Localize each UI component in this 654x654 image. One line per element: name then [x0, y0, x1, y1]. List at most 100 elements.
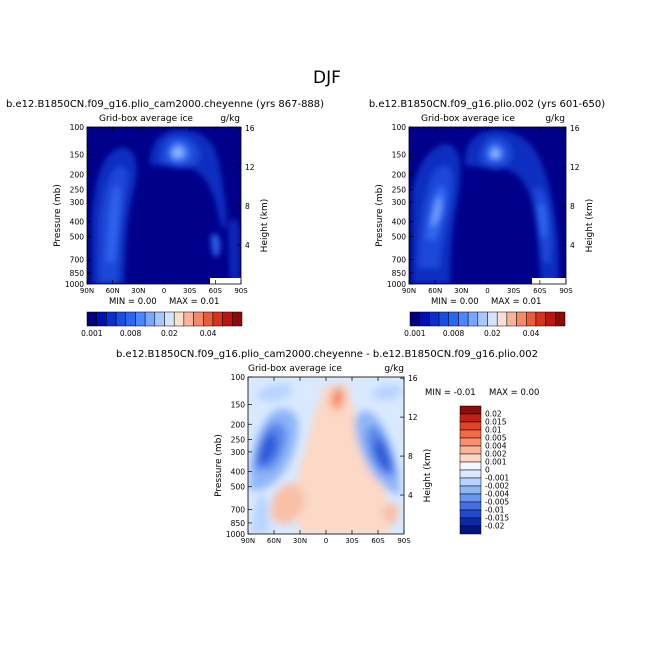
colorbar-swatch — [496, 311, 508, 327]
colorbar-label: -0.01 — [485, 506, 505, 515]
colorbar-swatch — [106, 311, 117, 327]
panel-1: b.e12.B1850CN.f09_g16.plio_cam2000.cheye… — [6, 99, 324, 338]
lat-tick-label: 60S — [209, 287, 223, 295]
lat-tick-label: 60S — [371, 537, 385, 545]
colorbar-label: 0.02 — [161, 329, 178, 338]
colorbar-label: 0.001 — [81, 329, 103, 338]
pressure-tick-label: 100 — [392, 123, 407, 132]
colorbar-swatch — [487, 311, 498, 327]
panel-2-field — [409, 127, 566, 284]
lat-tick-label: 60N — [428, 287, 442, 295]
panel-1-ylabel: Pressure (mb) — [53, 184, 63, 247]
colorbar-label: 0 — [485, 466, 490, 475]
colorbar-label: 0.001 — [404, 329, 426, 338]
panel-3-title: b.e12.B1850CN.f09_g16.plio_cam2000.cheye… — [116, 349, 538, 360]
pressure-tick-label: 250 — [392, 185, 407, 194]
colorbar-swatch — [459, 429, 482, 439]
height-tick-label: 4 — [570, 241, 575, 250]
colorbar-swatch — [173, 311, 185, 327]
colorbar-label: -0.001 — [485, 474, 509, 483]
panel-2-min: MIN = 0.00 — [431, 297, 479, 307]
panel-3-field — [248, 377, 404, 534]
colorbar-swatch — [183, 311, 194, 327]
panel-2-subtitle: Grid-box average ice — [421, 114, 515, 124]
pressure-tick-label: 500 — [70, 233, 85, 242]
lat-tick-label: 90S — [234, 287, 248, 295]
colorbar-swatch — [222, 311, 233, 327]
colorbar-swatch — [438, 311, 449, 327]
panel-3-max: MAX = 0.00 — [489, 388, 539, 398]
colorbar-swatch — [232, 311, 243, 327]
colorbar-swatch — [212, 311, 223, 327]
lat-tick-label: 30N — [454, 287, 468, 295]
panel-2-y2label: Height (km) — [585, 199, 595, 253]
lat-tick-label: 30S — [183, 287, 197, 295]
panel-3-subtitle: Grid-box average ice — [248, 364, 342, 374]
lat-tick-label: 30N — [293, 537, 307, 545]
colorbar-swatch — [459, 477, 482, 487]
panel-1-title: b.e12.B1850CN.f09_g16.plio_cam2000.cheye… — [6, 99, 324, 110]
figure-title: DJF — [313, 68, 341, 88]
colorbar-label: 0.02 — [485, 410, 502, 419]
panel-2-colorbar: 0.001 0.008 0.02 0.04 — [404, 311, 566, 338]
pressure-tick-label: 700 — [392, 256, 407, 265]
colorbar-swatch — [96, 311, 107, 327]
lat-tick-label: 30N — [131, 287, 145, 295]
colorbar-label: 0.005 — [485, 434, 507, 443]
colorbar-label: 0.002 — [485, 450, 507, 459]
colorbar-swatch — [459, 413, 482, 423]
pressure-tick-label: 300 — [70, 198, 85, 207]
panel-1-colorbar: 0.001 0.008 0.02 0.04 — [81, 311, 243, 338]
colorbar-swatch — [506, 311, 517, 327]
height-tick-label: 8 — [570, 202, 575, 211]
lat-tick-label: 60N — [106, 287, 120, 295]
colorbar-swatch — [459, 437, 482, 447]
height-tick-label: 8 — [408, 452, 413, 461]
lat-tick-label: 30S — [345, 537, 359, 545]
panel-3-axes: 100 150 200 250 300 400 500 700 850 1000 16 12 8 4 90N… — [214, 373, 433, 545]
lat-tick-label: 60S — [533, 287, 547, 295]
lat-tick-label: 30S — [507, 287, 521, 295]
pressure-tick-label: 1000 — [387, 280, 406, 289]
panel-1-axes: 100 150 200 250 300 400 500 700 850 1000 16 12 8 4 90N… — [53, 123, 270, 295]
pressure-tick-label: 400 — [392, 218, 407, 227]
panel-2-ylabel: Pressure (mb) — [375, 184, 385, 247]
colorbar-swatch — [459, 421, 482, 431]
lat-tick-label: 0 — [324, 537, 328, 545]
lat-tick-label: 60N — [267, 537, 281, 545]
height-tick-label: 4 — [408, 491, 413, 500]
lat-tick-label: 0 — [485, 287, 489, 295]
colorbar-label: 0.04 — [523, 329, 540, 338]
colorbar-label: 0.001 — [485, 458, 507, 467]
pressure-tick-label: 500 — [231, 483, 246, 492]
panel-2-axes: 100 150 200 250 300 400 500 700 850 1000 16 12 8 4 90N… — [375, 123, 595, 295]
colorbar-swatch — [467, 311, 479, 327]
colorbar-swatch — [459, 509, 482, 519]
pressure-tick-label: 250 — [231, 435, 246, 444]
panel-1-units: g/kg — [220, 114, 240, 124]
colorbar-swatch — [429, 311, 440, 327]
colorbar-swatch — [459, 445, 482, 455]
panel-3-min: MIN = -0.01 — [425, 388, 476, 398]
colorbar-label: 0.004 — [485, 442, 507, 451]
pressure-tick-label: 200 — [392, 170, 407, 179]
colorbar-swatch — [203, 311, 214, 327]
colorbar-swatch — [516, 311, 527, 327]
pressure-tick-label: 100 — [231, 373, 246, 382]
panel-1-subtitle: Grid-box average ice — [99, 114, 193, 124]
pressure-tick-label: 1000 — [65, 280, 84, 289]
lat-tick-label: 90N — [402, 287, 416, 295]
panel-1-y2label: Height (km) — [260, 199, 270, 253]
pressure-tick-label: 400 — [70, 218, 85, 227]
pressure-tick-label: 850 — [231, 519, 246, 528]
height-tick-label: 16 — [570, 124, 580, 133]
pressure-tick-label: 850 — [70, 269, 85, 278]
pressure-tick-label: 100 — [70, 123, 85, 132]
colorbar-swatch — [555, 311, 566, 327]
colorbar-label: -0.02 — [485, 522, 505, 531]
colorbar-label: 0.015 — [485, 418, 507, 427]
panel-3: b.e12.B1850CN.f09_g16.plio_cam2000.cheye… — [116, 349, 539, 545]
colorbar-label: 0.04 — [200, 329, 217, 338]
colorbar-label: 0.008 — [120, 329, 142, 338]
panel-2: b.e12.B1850CN.f09_g16.plio.002 (yrs 601-… — [369, 99, 605, 338]
